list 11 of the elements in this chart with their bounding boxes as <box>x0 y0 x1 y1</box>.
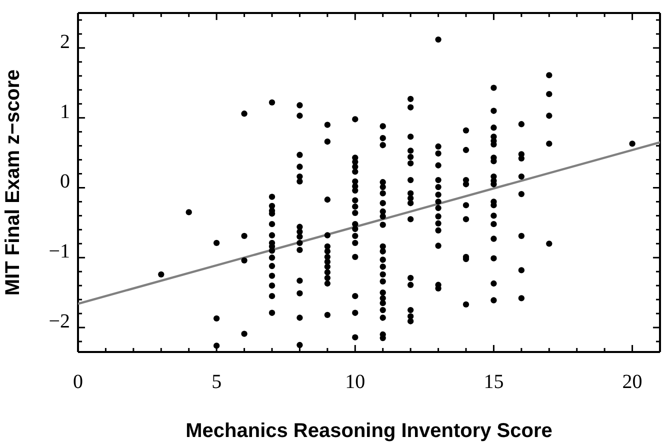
x-axis-title: Mechanics Reasoning Inventory Score <box>186 420 552 442</box>
x-tick-label: 10 <box>345 371 366 394</box>
y-tick-label: −2 <box>48 310 70 333</box>
x-tick-label: 5 <box>212 371 222 394</box>
y-tick-label: −1 <box>48 240 70 263</box>
x-tick-label: 20 <box>622 371 642 394</box>
y-tick-label: 1 <box>60 100 70 123</box>
x-tick-label: 15 <box>484 371 504 394</box>
y-axis-title: MIT Final Exam z−score <box>2 69 24 296</box>
y-tick-label: 2 <box>60 30 70 53</box>
y-tick-label: 0 <box>60 170 70 193</box>
